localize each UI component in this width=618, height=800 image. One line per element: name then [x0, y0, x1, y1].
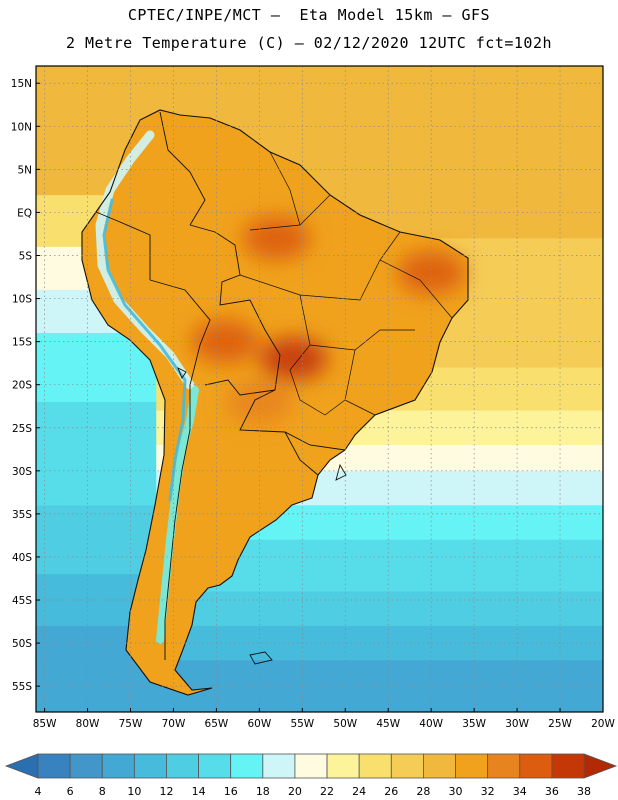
colorbar-label-9: 22 [320, 785, 334, 798]
colorbar-label-3: 10 [127, 785, 141, 798]
pacific-band-6 [36, 505, 157, 576]
colorbar-swatch-7 [230, 753, 264, 779]
lake-titicaca [177, 367, 187, 379]
hot-region-amazon [242, 216, 311, 261]
colorbar-label-5: 14 [192, 785, 206, 798]
lat-label-5: 10S [12, 294, 32, 306]
colorbar-swatch-15 [487, 753, 521, 779]
lon-label-9: 40W [419, 718, 443, 730]
colorbar-swatch-2 [69, 753, 103, 779]
lon-label-4: 65W [205, 718, 229, 730]
pacific-band-5 [36, 401, 157, 507]
border-argentina-uruguay [284, 431, 319, 476]
colorbar-label-11: 26 [384, 785, 398, 798]
lon-label-12: 25W [548, 718, 572, 730]
colorbar-swatch-17 [551, 753, 585, 779]
lon-label-3: 70W [162, 718, 186, 730]
colorbar-arrow-low [4, 753, 39, 779]
colorbar-label-17: 38 [577, 785, 591, 798]
colorbar-swatch-8 [262, 753, 296, 779]
colorbar-label-0: 4 [35, 785, 42, 798]
hot-region-chaco [225, 379, 294, 424]
hot-region-mato-grosso [259, 336, 328, 381]
map-frame [35, 65, 604, 713]
andes-ridge-coolest [102, 198, 187, 502]
lon-label-11: 30W [505, 718, 529, 730]
colorbar-swatch-12 [390, 753, 424, 779]
lat-label-1: 10N [11, 121, 32, 133]
colorbar-label-14: 32 [481, 785, 495, 798]
colorbar: 4 6 8 10 12 14 16 18 20 22 24 26 28 30 32 34 36 38 [4, 753, 618, 798]
colorbar-label-2: 8 [99, 785, 106, 798]
lon-label-0: 85W [33, 718, 57, 730]
lon-label-10: 35W [462, 718, 486, 730]
lon-label-8: 45W [376, 718, 400, 730]
border-argentina-chile [164, 385, 191, 660]
colorbar-label-6: 16 [224, 785, 238, 798]
chart-title-line2: 2 Metre Temperature (C) – 02/12/2020 12U… [65, 34, 553, 52]
colorbar-label-4: 12 [159, 785, 173, 798]
lat-label-6: 15S [12, 337, 32, 349]
colorbar-arrow-high [583, 753, 618, 779]
colorbar-label-12: 28 [416, 785, 430, 798]
colorbar-swatch-16 [519, 753, 553, 779]
colorbar-swatch-5 [166, 753, 199, 779]
longitude-labels: 85W 80W 75W 70W 65W 60W 55W 50W 45W 40W 35W 30W 25W 2… [33, 708, 615, 730]
colorbar-swatch-4 [133, 753, 167, 779]
falkland-islands [249, 651, 273, 665]
colorbar-label-7: 18 [256, 785, 270, 798]
hot-spots [191, 216, 466, 424]
colorbar-swatch-9 [294, 753, 328, 779]
colorbar-swatch-13 [423, 753, 456, 779]
lon-label-1: 80W [76, 718, 100, 730]
lon-label-7: 50W [333, 718, 357, 730]
colorbar-label-16: 36 [545, 785, 559, 798]
lon-label-2: 75W [119, 718, 143, 730]
lat-label-0: 15N [11, 78, 32, 90]
colorbar-swatch-11 [358, 753, 392, 779]
colorbar-swatch-3 [101, 753, 135, 779]
colorbar-label-8: 20 [288, 785, 302, 798]
border-colombia-venezuela [159, 111, 206, 226]
lon-label-6: 55W [290, 718, 314, 730]
lon-label-5: 60W [247, 718, 271, 730]
lat-lon-grid [36, 66, 603, 712]
latitude-labels: 15N 10N 5N EQ 5S 10S 15S 20S 25S 30S 35S 40S 45S 50S 5… [11, 78, 40, 693]
lat-label-9: 30S [12, 466, 32, 478]
colorbar-label-15: 34 [513, 785, 527, 798]
lat-label-2: 5N [17, 164, 32, 176]
lat-label-8: 25S [12, 423, 32, 435]
colorbar-swatch-1 [37, 753, 71, 779]
lat-label-12: 45S [12, 595, 32, 607]
border-brazil-west [189, 224, 346, 451]
lat-label-10: 35S [12, 509, 32, 521]
lon-label-13: 20W [591, 718, 615, 730]
colorbar-swatch-10 [326, 753, 360, 779]
lat-label-3: EQ [17, 207, 32, 219]
lat-label-14: 55S [12, 681, 32, 693]
lat-label-4: 5S [19, 250, 33, 262]
colorbar-label-1: 6 [67, 785, 74, 798]
lagoa-dos-patos [335, 463, 347, 481]
chart-title-line1: CPTEC/INPE/MCT – Eta Model 15km – GFS [127, 6, 491, 24]
colorbar-swatch-6 [198, 753, 232, 779]
lat-label-13: 50S [12, 638, 32, 650]
colorbar-label-13: 30 [449, 785, 463, 798]
colorbar-label-10: 24 [352, 785, 366, 798]
colorbar-swatch-14 [455, 753, 489, 779]
border-ecuador-peru [95, 211, 151, 280]
lat-label-7: 20S [12, 380, 32, 392]
lat-label-11: 40S [12, 552, 32, 564]
hot-region-northeast-brazil [397, 250, 466, 295]
